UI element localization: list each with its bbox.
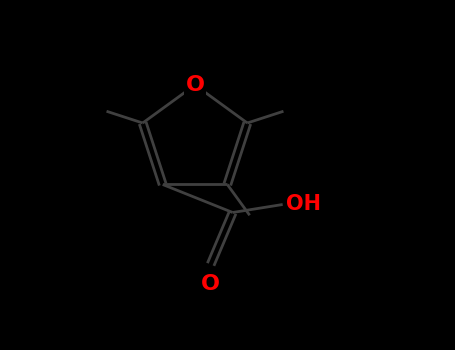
Text: OH: OH bbox=[286, 195, 321, 215]
Text: O: O bbox=[201, 274, 220, 294]
Text: O: O bbox=[186, 75, 204, 95]
